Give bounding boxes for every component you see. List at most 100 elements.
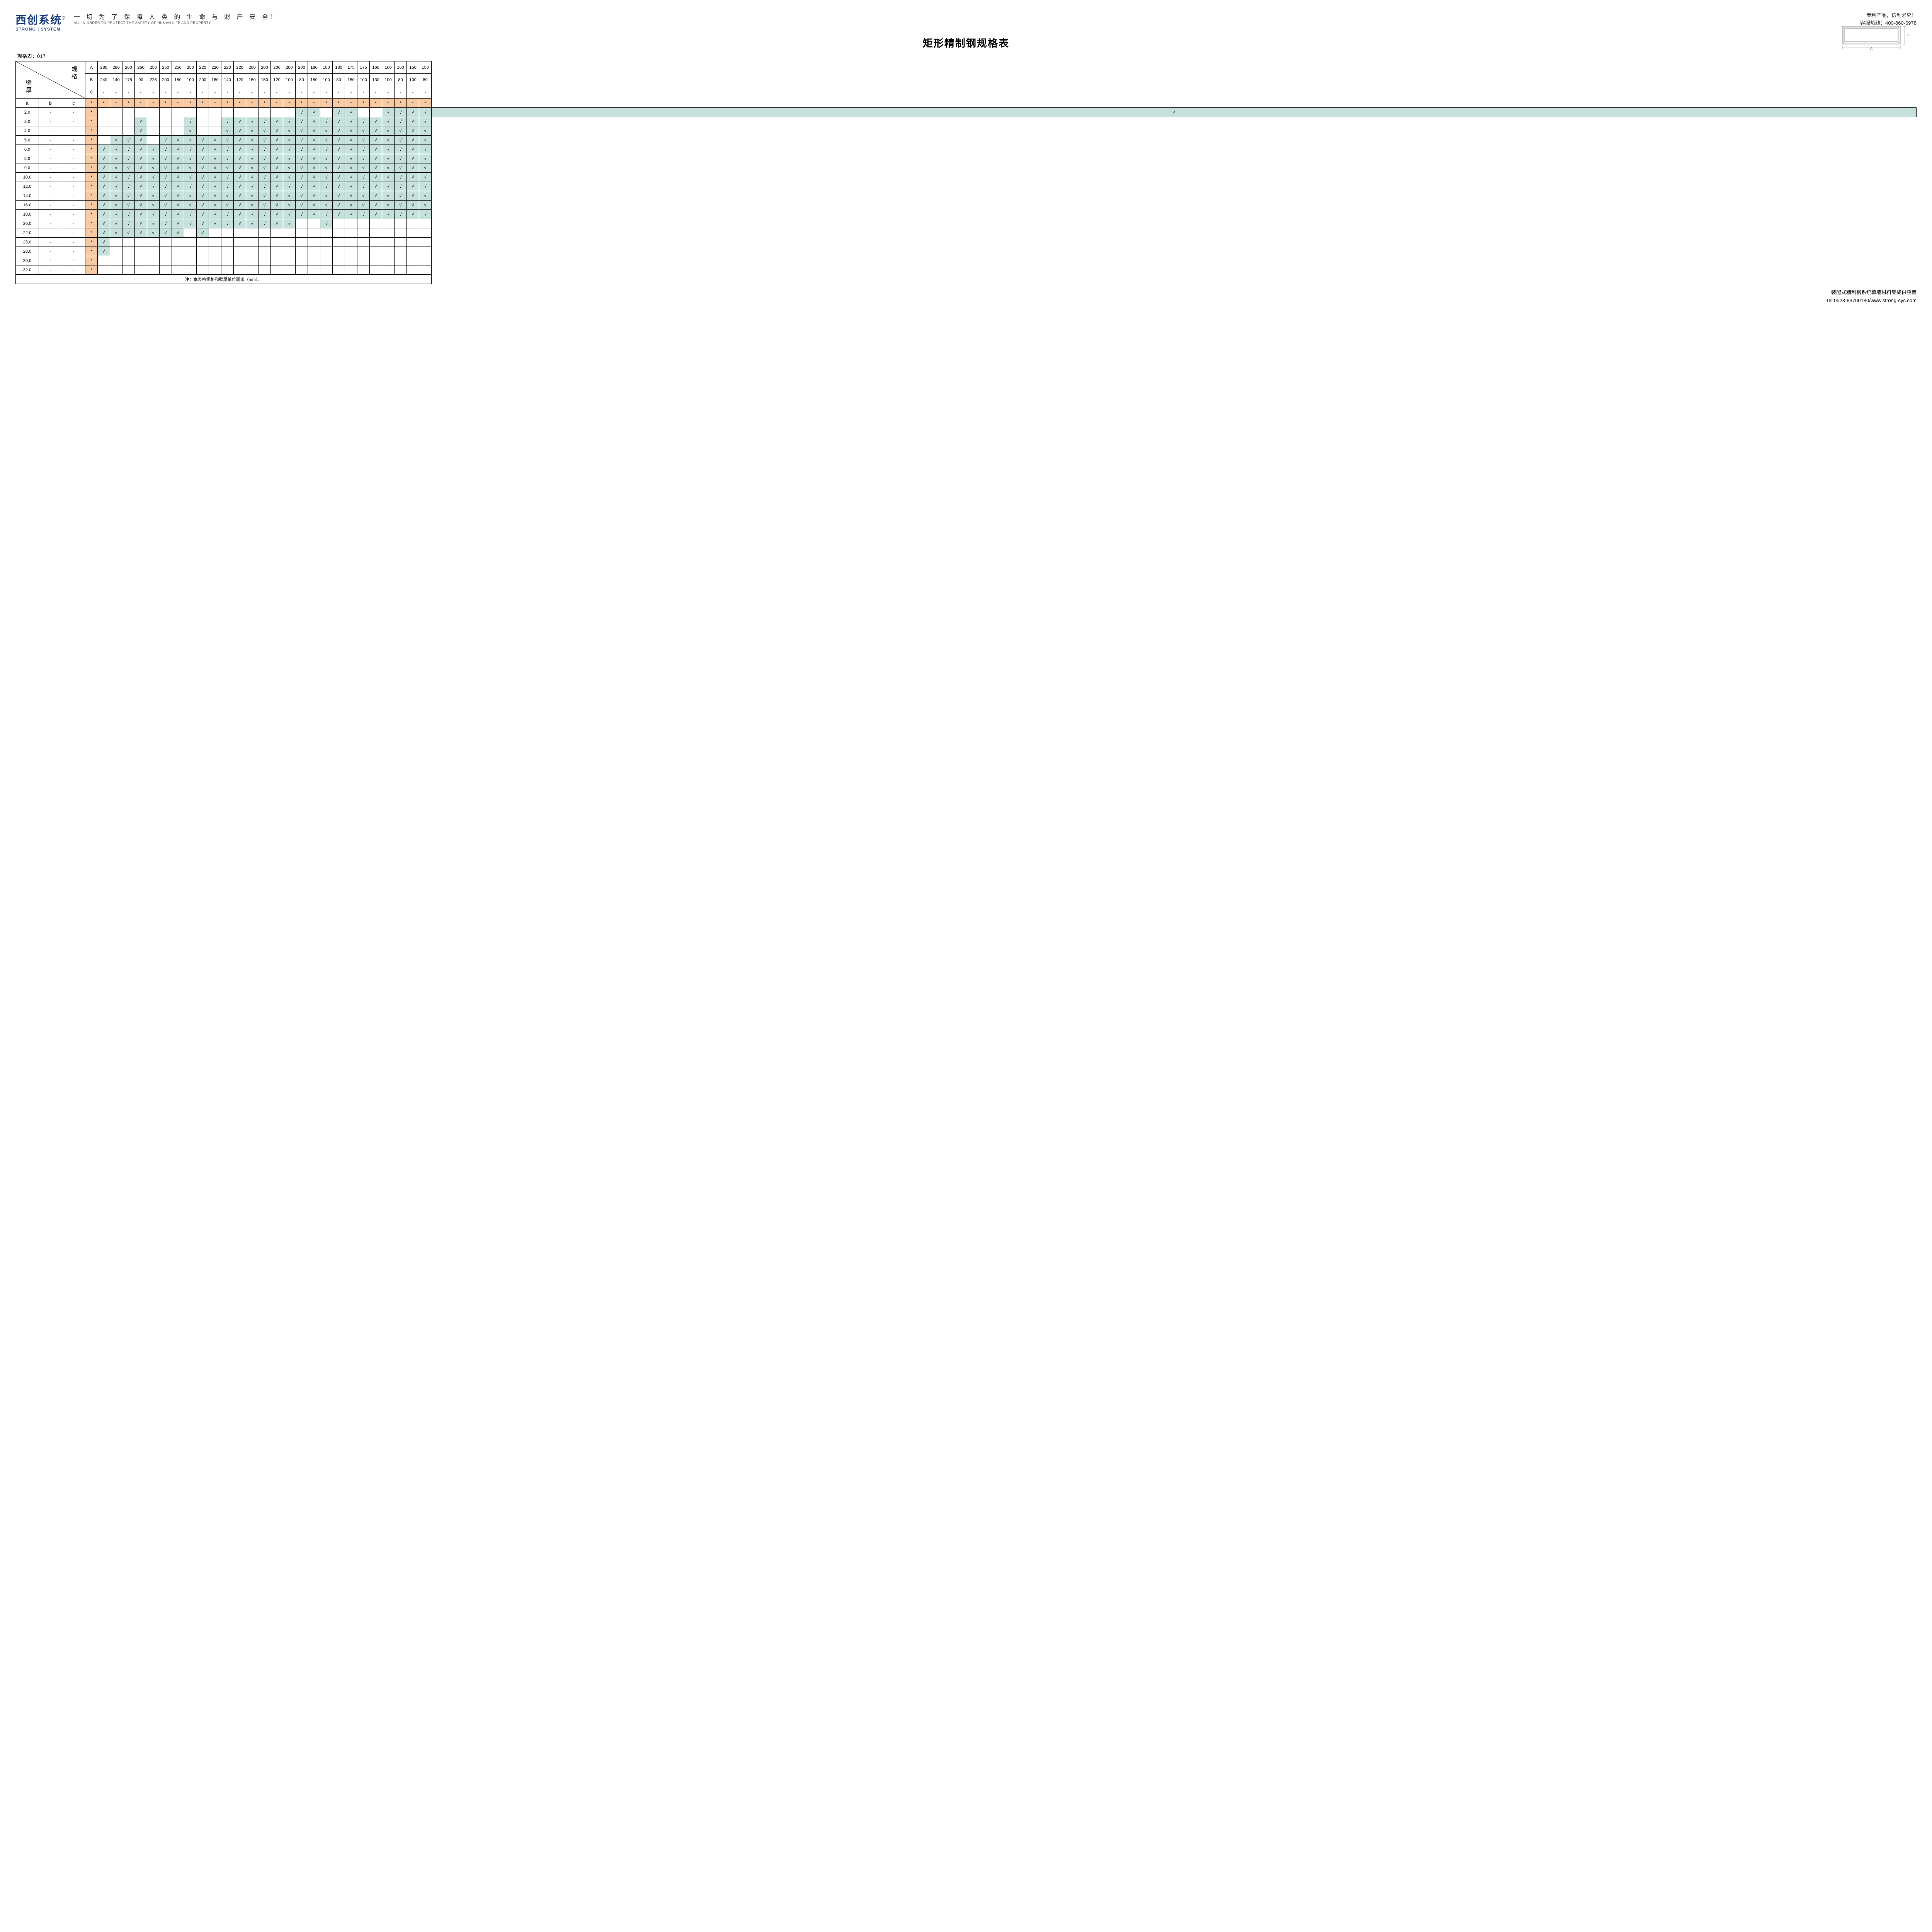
table-cell: [197, 265, 209, 275]
table-cell: √: [197, 219, 209, 228]
table-cell: √: [308, 210, 320, 219]
table-cell: [345, 228, 357, 238]
table-cell: √: [246, 117, 259, 126]
table-cell: √: [197, 154, 209, 163]
table-cell: √: [246, 182, 259, 191]
table-cell: -: [62, 238, 85, 247]
table-cell: √: [271, 154, 283, 163]
table-cell: 200: [160, 74, 172, 86]
table-cell: √: [382, 145, 395, 154]
table-cell: [357, 247, 370, 256]
table-cell: √: [395, 173, 407, 182]
table-cell: 160: [246, 74, 259, 86]
table-cell: √: [234, 173, 246, 182]
table-cell: [197, 108, 209, 117]
table-cell: 150: [419, 61, 432, 74]
table-cell: √: [419, 191, 432, 201]
table-cell: √: [246, 126, 259, 136]
table-cell: [184, 108, 197, 117]
table-cell: √: [172, 201, 184, 210]
table-cell: *: [85, 201, 98, 210]
table-cell: √: [395, 201, 407, 210]
table-cell: 150: [308, 74, 320, 86]
table-cell: [209, 108, 221, 117]
logo-cn: 西创系统®: [15, 12, 66, 27]
table-cell: 220: [197, 61, 209, 74]
table-cell: √: [308, 182, 320, 191]
table-row: 16.0--*√√√√√√√√√√√√√√√√√√√√√√√√√√√: [16, 201, 1917, 210]
table-cell: 200: [296, 61, 308, 74]
table-cell: [357, 256, 370, 265]
table-cell: √: [395, 163, 407, 173]
table-cell: √: [333, 182, 345, 191]
page-header: 西创系统® STRONG | SYSTEM 一 切 为 了 保 障 人 类 的 …: [15, 12, 1917, 32]
table-cell: √: [357, 154, 370, 163]
table-cell: √: [432, 108, 1917, 117]
table-cell: *: [283, 99, 296, 108]
table-cell: [320, 247, 333, 256]
header-corner: 规格壁厚: [16, 61, 85, 99]
table-cell: -: [39, 126, 62, 136]
table-cell: [395, 219, 407, 228]
table-cell: √: [333, 136, 345, 145]
table-cell: -: [197, 86, 209, 99]
table-cell: *: [122, 99, 135, 108]
table-cell: *: [357, 99, 370, 108]
table-cell: *: [85, 228, 98, 238]
table-cell: [160, 247, 172, 256]
table-cell: -: [62, 210, 85, 219]
table-cell: √: [147, 163, 160, 173]
table-cell: √: [160, 191, 172, 201]
table-cell: [271, 228, 283, 238]
table-cell: -: [370, 86, 382, 99]
table-cell: √: [221, 154, 234, 163]
table-cell: [110, 108, 122, 117]
table-cell: [419, 238, 432, 247]
table-cell: *: [135, 99, 147, 108]
svg-text:A: A: [1870, 47, 1872, 50]
table-cell: [296, 256, 308, 265]
header-left: 西创系统® STRONG | SYSTEM 一 切 为 了 保 障 人 类 的 …: [15, 12, 279, 32]
table-cell: √: [98, 219, 110, 228]
table-cell: √: [110, 201, 122, 210]
table-cell: [147, 256, 160, 265]
table-cell: √: [98, 238, 110, 247]
table-cell: 14.0: [16, 191, 39, 201]
table-cell: √: [160, 163, 172, 173]
table-cell: √: [395, 191, 407, 201]
table-cell: √: [419, 136, 432, 145]
table-cell: [135, 238, 147, 247]
table-cell: √: [296, 201, 308, 210]
table-cell: √: [110, 163, 122, 173]
table-cell: √: [271, 173, 283, 182]
table-cell: -: [39, 117, 62, 126]
table-cell: √: [197, 228, 209, 238]
table-cell: √: [246, 219, 259, 228]
table-cell: [221, 265, 234, 275]
table-cell: [357, 108, 370, 117]
table-cell: *: [85, 145, 98, 154]
table-cell: [160, 265, 172, 275]
table-cell: [209, 126, 221, 136]
table-cell: √: [147, 219, 160, 228]
table-cell: *: [234, 99, 246, 108]
table-cell: -: [62, 154, 85, 163]
table-cell: A: [85, 61, 98, 74]
table-cell: [345, 256, 357, 265]
table-cell: [197, 126, 209, 136]
table-cell: 22.0: [16, 228, 39, 238]
table-cell: √: [407, 145, 419, 154]
table-cell: [110, 247, 122, 256]
table-cell: √: [308, 126, 320, 136]
table-cell: *: [85, 126, 98, 136]
company-slogan: 一 切 为 了 保 障 人 类 的 生 命 与 财 产 安 全！ ALL IN …: [74, 12, 279, 25]
table-cell: √: [370, 191, 382, 201]
table-cell: √: [370, 173, 382, 182]
table-cell: -: [147, 86, 160, 99]
table-cell: √: [382, 117, 395, 126]
table-cell: √: [283, 136, 296, 145]
table-cell: √: [160, 154, 172, 163]
table-row: 28.0--*√: [16, 247, 1917, 256]
table-cell: [209, 238, 221, 247]
table-cell: √: [370, 136, 382, 145]
